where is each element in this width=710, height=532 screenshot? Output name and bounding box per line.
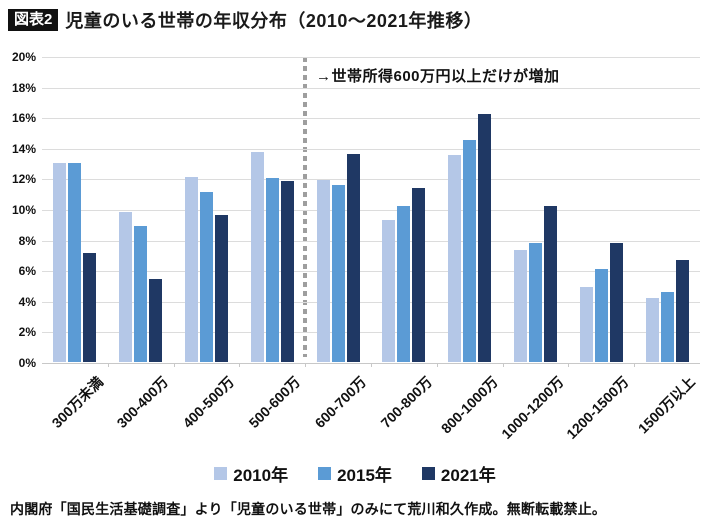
legend-swatch: [214, 467, 228, 480]
legend-swatch: [421, 467, 435, 480]
x-axis-tick: [634, 363, 636, 367]
legend-label: 2015年: [337, 466, 392, 485]
y-tick-label: 6%: [18, 264, 36, 279]
x-tick-label: 400-500万: [179, 373, 238, 431]
x-tick-label: 500-600万: [245, 373, 304, 431]
bar-group-4: [239, 56, 305, 362]
y-tick-label: 10%: [11, 203, 36, 217]
bar-2021年-1000-1200万: [543, 205, 557, 362]
x-tick-label: 600-700万: [311, 373, 369, 431]
x-axis-tick: [371, 363, 372, 367]
legend-swatch: [318, 467, 332, 480]
gridline: [42, 179, 700, 181]
bar-group-7: [437, 56, 503, 362]
bar-2010年-700-800万: [382, 219, 396, 362]
source-note: 内閣府「国民生活基礎調査」より「児童のいる世帯」のみにて荒川和久作成。無断転載禁…: [10, 501, 607, 517]
bar-2015年-800-1000万: [463, 140, 477, 362]
bar-2010年-300万未満: [53, 163, 67, 362]
bar-2010年-1500万以上: [645, 297, 659, 362]
bar-2010年-800-1000万: [448, 155, 462, 362]
gridline: [42, 210, 700, 211]
bar-group-1: [42, 56, 108, 362]
bar-2010年-1000-1200万: [513, 250, 527, 362]
bar-2021年-400-500万: [214, 215, 228, 362]
y-tick-label: 18%: [11, 80, 36, 95]
bar-2015年-600-700万: [331, 184, 345, 362]
bar-2015年-300万未満: [68, 163, 82, 362]
gridline: [42, 118, 700, 120]
legend-label: 2021年: [440, 466, 496, 485]
bar-2021年-600-700万: [346, 153, 360, 362]
page-title: 児童のいる世帯の年収分布（2010〜2021年推移）: [65, 11, 483, 31]
bar-2021年-300-400万: [149, 279, 163, 362]
gridline: [42, 87, 700, 89]
gridline: [42, 240, 700, 242]
bar-2015年-500-600万: [265, 178, 279, 362]
x-tick-label: 700-800万: [377, 373, 435, 431]
y-tick-label: 14%: [11, 141, 36, 156]
legend-item-2021年: 2021年: [421, 461, 496, 486]
bar-2021年-300万未満: [83, 253, 97, 362]
x-tick-label: 1200-1500万: [563, 373, 633, 442]
bar-2010年-600-700万: [316, 179, 330, 362]
x-axis-tick: [568, 363, 570, 367]
bar-group-9: [568, 56, 634, 362]
figure-number-badge: 図表2: [8, 9, 59, 31]
bar-group-3: [174, 56, 240, 362]
y-tick-label: 8%: [18, 233, 36, 248]
gridline: [42, 301, 700, 303]
plot-area: →世帯所得600万円以上だけが増加: [42, 56, 700, 367]
x-axis-tick: [239, 363, 241, 367]
bar-2021年-1500万以上: [675, 259, 689, 362]
bar-2010年-300-400万: [119, 212, 133, 362]
bar-2015年-1200-1500万: [594, 268, 608, 362]
legend-item-2015年: 2015年: [318, 461, 392, 486]
y-tick-label: 0%: [18, 356, 36, 370]
bar-2015年-1500万以上: [660, 291, 674, 362]
bar-chart: →世帯所得600万円以上だけが増加 0% 2% 4% 6% 8% 10% 12% 14% 16%…: [11, 50, 700, 442]
bar-2010年-1200-1500万: [579, 287, 593, 362]
y-tick-label: 12%: [11, 172, 36, 187]
x-axis-tick: [502, 363, 504, 367]
bar-2010年-500-600万: [250, 152, 264, 362]
legend-item-2010年: 2010年: [214, 461, 288, 486]
x-tick-label: 1500万以上: [634, 373, 698, 437]
legend-label: 2010年: [233, 466, 289, 485]
y-tick-label: 16%: [11, 111, 36, 126]
bar-group-10: [634, 56, 700, 362]
x-axis-tick: [173, 363, 175, 367]
bar-group-2: [108, 56, 174, 362]
bar-2015年-300-400万: [134, 225, 148, 362]
x-tick-label: 300万未満: [48, 373, 106, 431]
bar-2021年-700-800万: [412, 187, 426, 362]
legend: 2010年 2015年 2021年: [0, 461, 710, 486]
gridline: [42, 271, 700, 273]
chart-annotation: →世帯所得600万円以上だけが増加: [316, 68, 560, 85]
x-tick-label: 300-400万: [113, 373, 172, 431]
gridline: [42, 332, 700, 334]
bar-2015年-700-800万: [397, 205, 411, 362]
gridline: [42, 57, 700, 58]
gridline: [42, 148, 700, 150]
bar-group-6: [371, 56, 437, 362]
bar-2021年-1200-1500万: [609, 242, 623, 362]
x-tick-label: 1000-1200万: [497, 373, 567, 442]
x-tick-label: 800-1000万: [437, 373, 501, 437]
bar-2010年-400-500万: [184, 176, 198, 362]
x-axis-tick: [107, 363, 109, 367]
figure-header: 図表2 児童のいる世帯の年収分布（2010〜2021年推移）: [8, 7, 482, 33]
bar-group-8: [503, 56, 569, 362]
x-axis-tick: [436, 363, 438, 367]
y-tick-label: 4%: [18, 294, 36, 309]
bar-2015年-400-500万: [199, 192, 213, 362]
bar-2021年-800-1000万: [478, 114, 492, 362]
y-tick-label: 20%: [11, 50, 36, 64]
bar-2015年-1000-1200万: [528, 242, 542, 362]
bar-2021年-500-600万: [280, 181, 294, 362]
divider-dotted-line: [303, 57, 308, 357]
bar-group-5: [305, 56, 371, 362]
y-tick-label: 2%: [18, 325, 36, 340]
x-axis-tick: [305, 363, 307, 367]
